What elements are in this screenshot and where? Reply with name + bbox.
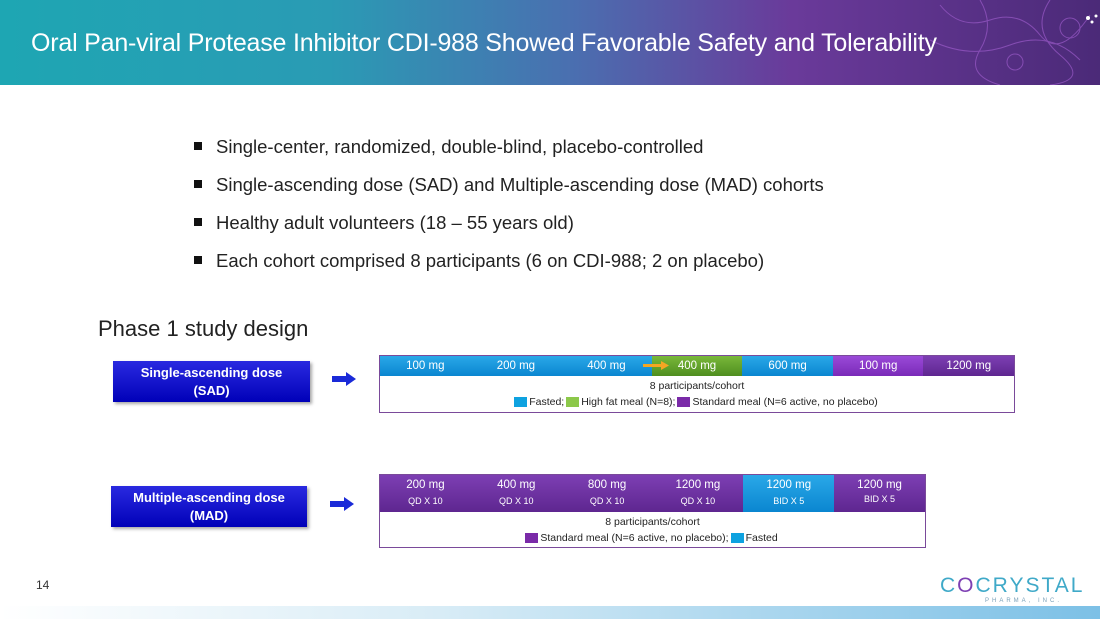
logo-subtitle: PHARMA, INC. (985, 598, 1063, 604)
legend-item: Standard meal (N=6 active, no placebo) (677, 394, 878, 410)
footer-gradient-bar (0, 606, 1100, 619)
sad-dose-cell: 400 mg (561, 356, 652, 376)
legend-item: Fasted (730, 530, 778, 546)
sad-participants: 8 participants/cohort (649, 380, 745, 392)
mad-dose-cell: 400 mg QD X 10 (470, 475, 562, 512)
section-title: Phase 1 study design (98, 316, 309, 341)
bullet-item: Each cohort comprised 8 participants (6 … (194, 242, 824, 280)
legend-swatch (525, 533, 539, 543)
sad-dose-row: 100 mg 200 mg 400 mg 400 mg 600 mg 100 m… (380, 356, 1015, 376)
mad-legend: Standard meal (N=6 active, no placebo); … (380, 530, 925, 546)
bullet-item: Single-ascending dose (SAD) and Multiple… (194, 166, 824, 204)
orange-arrow-icon (642, 361, 669, 370)
molecule-graphic (929, 0, 1098, 85)
mad-label: Multiple-ascending dose (MAD) (111, 486, 307, 527)
mad-study-panel: 200 mg QD X 10 400 mg QD X 10 800 mg QD X 1… (379, 474, 926, 548)
right-arrow-icon (330, 497, 354, 511)
legend-swatch (730, 533, 744, 543)
mad-dose-cell: 1200 mg BID X 5 (743, 475, 835, 512)
sad-study-panel: 100 mg 200 mg 400 mg 400 mg 600 mg 100 m… (379, 355, 1015, 413)
sad-dose-cell: 400 mg (642, 356, 743, 376)
mad-participants: 8 participants/cohort (605, 516, 700, 528)
square-bullet-icon (194, 142, 202, 150)
mad-dose-cell: 200 mg QD X 10 (380, 475, 471, 512)
mad-dose-cell: 800 mg QD X 10 (561, 475, 653, 512)
bullet-item: Single-center, randomized, double-blind,… (194, 128, 824, 166)
mad-dose-cell: 1200 mg QD X 10 (652, 475, 744, 512)
square-bullet-icon (194, 218, 202, 226)
sad-legend: Fasted; High fat meal (N=8); Standard me… (380, 394, 1014, 410)
legend-swatch (566, 397, 580, 407)
square-bullet-icon (194, 180, 202, 188)
sad-dose-cell: 200 mg (470, 356, 562, 376)
sad-label: Single-ascending dose (SAD) (113, 361, 310, 402)
sad-dose-cell: 1200 mg (923, 356, 1015, 376)
logo-wordmark: COCRYSTAL (940, 574, 1085, 597)
cocrystal-logo: COCRYSTAL PHARMA, INC. (940, 574, 1085, 608)
legend-item: High fat meal (N=8); (566, 394, 675, 410)
sad-info: 8 participants/cohort Fasted; High fat m… (380, 376, 1014, 410)
mad-dose-cell: 1200 mg BID X 5 (834, 475, 925, 512)
bullet-item: Healthy adult volunteers (18 – 55 years … (194, 204, 824, 242)
legend-swatch (514, 397, 528, 407)
square-bullet-icon (194, 256, 202, 264)
legend-item: Standard meal (N=6 active, no placebo); (525, 530, 729, 546)
sad-dose-cell: 600 mg (742, 356, 833, 376)
mad-info: 8 participants/cohort Standard meal (N=6… (380, 512, 925, 546)
mad-dose-row: 200 mg QD X 10 400 mg QD X 10 800 mg QD X 1… (380, 475, 925, 512)
legend-swatch (677, 397, 691, 407)
right-arrow-icon (332, 372, 356, 386)
bullet-list: Single-center, randomized, double-blind,… (194, 128, 824, 280)
page-number: 14 (36, 578, 50, 592)
page-title: Oral Pan-viral Protease Inhibitor CDI-98… (31, 29, 937, 57)
sad-dose-cell: 100 mg (832, 356, 924, 376)
legend-item: Fasted; (514, 394, 564, 410)
sad-dose-cell: 100 mg (380, 356, 471, 376)
title-banner: Oral Pan-viral Protease Inhibitor CDI-98… (0, 0, 1100, 85)
